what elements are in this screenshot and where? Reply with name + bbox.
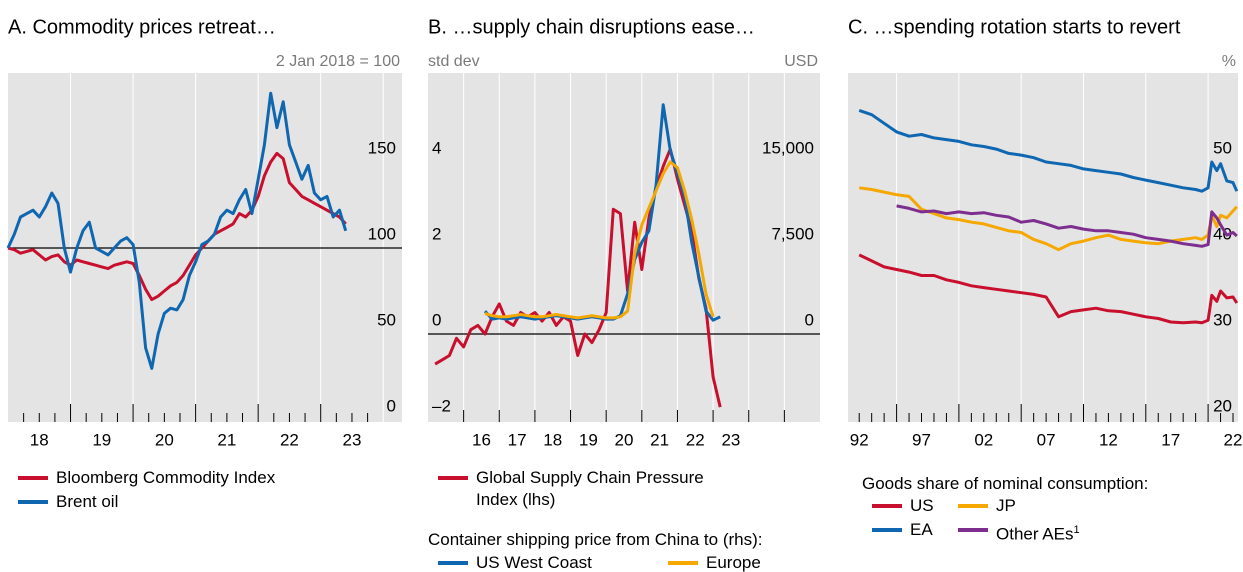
legend-item: Brent oil xyxy=(18,491,118,513)
series-line xyxy=(6,91,348,370)
legend-swatch xyxy=(438,475,468,480)
y-tick-label: 50 xyxy=(377,310,396,329)
legend-title: Container shipping price from China to (… xyxy=(428,530,763,549)
x-tick-label: 20 xyxy=(615,430,634,449)
series-line xyxy=(7,151,347,302)
legend-item: US xyxy=(872,495,934,517)
legend-text: Other AEs xyxy=(996,524,1074,544)
y-tick-label: 0 xyxy=(387,396,396,415)
unit-label: 2 Jan 2018 = 100 xyxy=(276,53,400,70)
legend-item: Global Supply Chain Pressure Index (lhs) xyxy=(438,467,726,511)
series-line xyxy=(484,160,715,320)
legend-text: Bloomberg Commodity Index xyxy=(56,468,276,487)
legend-text: Brent oil xyxy=(56,492,119,511)
panel-title: A. Commodity prices retreat… xyxy=(8,16,276,38)
legend-label: Bloomberg Commodity Index xyxy=(56,467,275,489)
x-tick-label: 92 xyxy=(850,430,869,449)
y-axis-label: std dev xyxy=(428,53,480,70)
y-tick-label: 20 xyxy=(1213,396,1232,415)
x-tick-label: 23 xyxy=(721,430,740,449)
legend-swatch xyxy=(872,503,902,508)
x-tick-label: 19 xyxy=(92,430,111,449)
legend-item: EA xyxy=(872,519,933,541)
panel-title: B. …supply chain disruptions ease… xyxy=(428,16,755,38)
x-tick-label: 97 xyxy=(912,430,931,449)
legend-swatch xyxy=(438,560,468,565)
legend-swatch xyxy=(18,475,48,480)
y-tick-label: 0 xyxy=(432,310,441,329)
series-line xyxy=(896,204,1238,248)
x-tick-label: 19 xyxy=(579,430,598,449)
x-tick-label: 12 xyxy=(1099,430,1118,449)
legend-swatch xyxy=(18,499,48,504)
legend-label: Brent oil xyxy=(56,491,118,513)
x-tick-label: 17 xyxy=(1161,430,1180,449)
legend-text: JP xyxy=(996,496,1016,515)
legend-label: EA xyxy=(910,519,933,541)
x-tick-label: 21 xyxy=(217,430,236,449)
legend-text: US West Coast xyxy=(476,553,592,572)
legend-label: Global Supply Chain Pressure Index (lhs) xyxy=(476,467,726,511)
y-tick-label: 100 xyxy=(368,224,396,243)
panel-title: C. …spending rotation starts to revert xyxy=(848,16,1181,38)
x-tick-label: 16 xyxy=(472,430,491,449)
x-tick-label: 18 xyxy=(543,430,562,449)
y2-tick-label: 15,000 xyxy=(762,138,814,157)
legend-title: Goods share of nominal consumption: xyxy=(862,474,1149,493)
y2-tick-label: 0 xyxy=(805,310,814,329)
legend-label: Other AEs1 xyxy=(996,519,1080,546)
plot-background xyxy=(848,73,1238,422)
x-tick-label: 20 xyxy=(155,430,174,449)
y-tick-label: –2 xyxy=(432,396,451,415)
legend-swatch xyxy=(668,560,698,565)
legend-text: US xyxy=(910,496,934,515)
legend-label: US West Coast xyxy=(476,552,592,572)
legend-item: Europe xyxy=(668,552,761,572)
legend-text: EA xyxy=(910,520,933,539)
legend-item: Bloomberg Commodity Index xyxy=(18,467,275,489)
legend-text: Europe xyxy=(706,553,761,572)
x-tick-label: 17 xyxy=(508,430,527,449)
y-tick-label: 50 xyxy=(1213,138,1232,157)
unit-label: % xyxy=(1222,53,1236,70)
x-tick-label: 18 xyxy=(30,430,49,449)
x-tick-label: 23 xyxy=(343,430,362,449)
x-tick-label: 22 xyxy=(1224,430,1243,449)
y2-tick-label: 7,500 xyxy=(771,224,814,243)
series-line xyxy=(858,253,1239,325)
x-tick-label: 07 xyxy=(1037,430,1056,449)
y-tick-label: 30 xyxy=(1213,310,1232,329)
y-tick-label: 4 xyxy=(432,138,441,157)
legend-footnote: 1 xyxy=(1073,524,1080,536)
legend-swatch xyxy=(958,527,988,532)
legend-label: Europe xyxy=(706,552,761,572)
series-line xyxy=(858,108,1239,193)
legend-swatch xyxy=(872,527,902,532)
legend-item: Other AEs1 xyxy=(958,519,1080,546)
legend-item: US West Coast xyxy=(438,552,592,572)
legend-swatch xyxy=(958,503,988,508)
legend-label: JP xyxy=(996,495,1016,517)
x-tick-label: 22 xyxy=(280,430,299,449)
legend-label: US xyxy=(910,495,934,517)
y-tick-label: 2 xyxy=(432,224,441,243)
x-tick-label: 02 xyxy=(974,430,993,449)
y-tick-label: 150 xyxy=(368,138,396,157)
x-tick-label: 22 xyxy=(686,430,705,449)
legend-text: Global Supply Chain Pressure Index (lhs) xyxy=(476,468,704,509)
y-tick-label: 40 xyxy=(1213,224,1232,243)
legend-item: JP xyxy=(958,495,1016,517)
x-tick-label: 21 xyxy=(650,430,669,449)
y2-axis-label: USD xyxy=(784,53,818,70)
